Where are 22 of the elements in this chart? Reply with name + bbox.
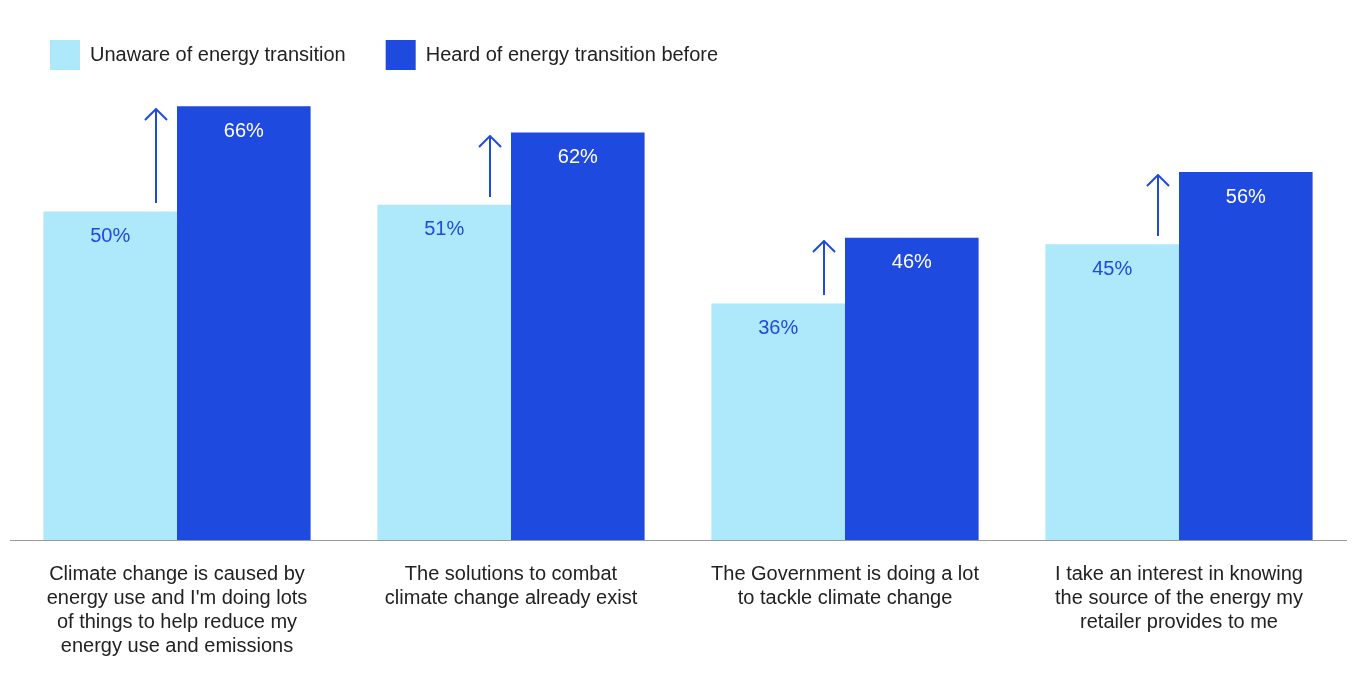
bar: [177, 106, 311, 540]
x-tick-label: Climate change is caused by energy use and I'm doing lots of things to help reduce my energy use and emissions: [46, 561, 308, 656]
bar: [43, 211, 177, 540]
bar: [377, 204, 511, 540]
x-tick-label: The Government is doing a lot to tackle climate change: [711, 561, 980, 608]
data-label: 56%: [1225, 184, 1267, 207]
data-label: 51%: [424, 217, 465, 240]
bar: [711, 303, 845, 540]
bar: [511, 132, 645, 540]
x-tick-label: I take an interest in knowing the source of the energy my retailer provides to me: [1055, 561, 1303, 632]
data-label: 50%: [90, 223, 131, 246]
data-label: 66%: [223, 118, 265, 141]
legend-label: Unaware of energy transition: [90, 42, 346, 65]
data-label: 45%: [1092, 256, 1133, 279]
x-tick-label: The solutions to combat climate change already exist: [384, 561, 638, 608]
data-label: 36%: [758, 315, 799, 338]
data-label: 46%: [891, 250, 933, 273]
bar: [1045, 244, 1179, 540]
legend-label: Heard of energy transition before: [425, 42, 719, 65]
bar: [845, 237, 979, 540]
bar: [1179, 172, 1313, 540]
data-label: 62%: [557, 145, 599, 168]
